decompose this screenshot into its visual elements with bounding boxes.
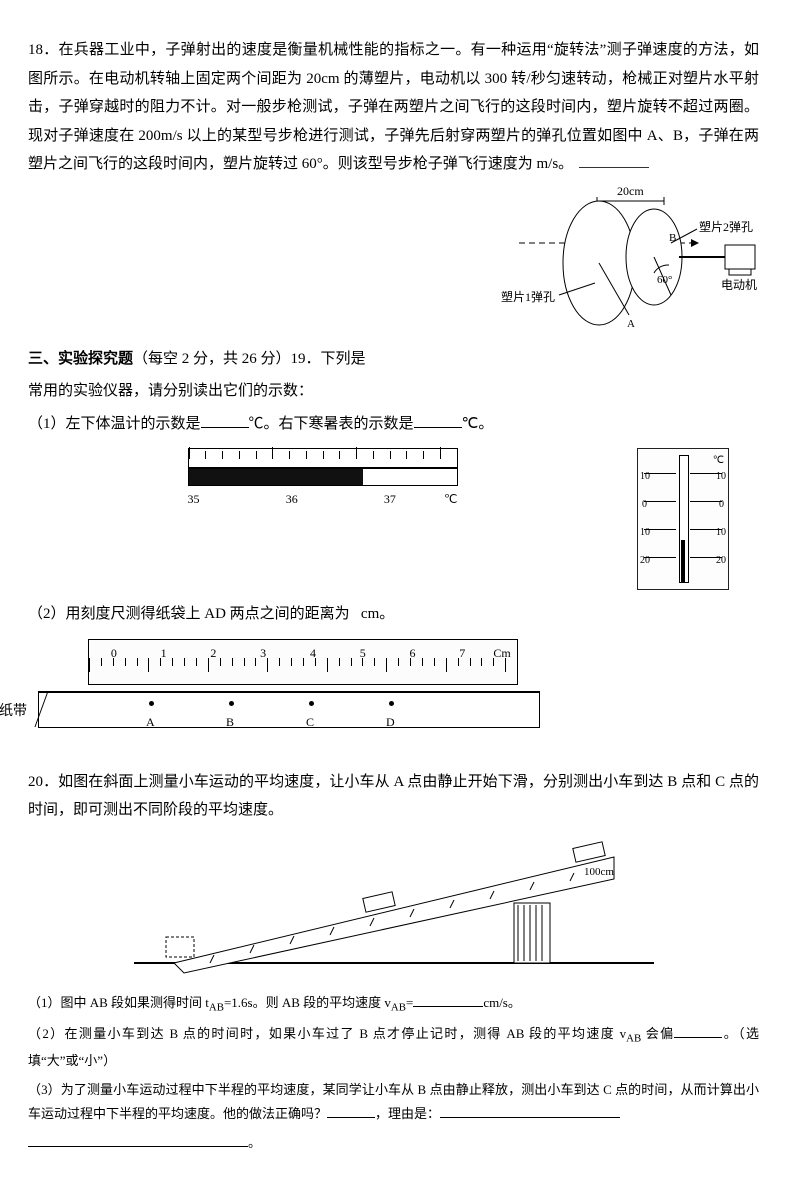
q18: 18．在兵器工业中，子弹射出的速度是衡量机械性能的指标之一。有一种运用“旋转法”… [28,36,759,179]
q20-2-blank [674,1024,722,1038]
q18-blank [579,154,649,169]
q20-3b: 。 [28,1131,759,1156]
q20-figure: 100cm [114,833,674,983]
q19-1b: ℃。右下寒暑表的示数是 [249,416,414,432]
ruler-0-7: 01234567Cm [88,639,518,685]
q19-1-blank1 [201,412,249,428]
q18-figure: 20cm 60° A B 塑片1弹孔 塑片2弹孔 电动机 [499,183,759,333]
q20-3-blank2 [440,1106,620,1119]
q20-3-blank1 [327,1104,375,1118]
q20-1-blank [413,993,483,1007]
clinical-thermometer: 353637℃ [188,448,458,511]
q20-2: （2）在测量小车到达 B 点的时间时，如果小车过了 B 点才停止记时，测得 AB… [28,1022,759,1074]
section3-header: 三、实验探究题（每空 2 分，共 26 分）19．下列是 [28,345,759,374]
q20-3-blank3 [28,1146,248,1147]
q20-text: 如图在斜面上测量小车运动的平均速度，让小车从 A 点由静止开始下滑，分别测出小车… [28,774,759,819]
q19-2a: （2）用刻度尺测得纸袋上 AD 两点之间的距离为 [28,606,350,622]
sect3-paren: （每空 2 分，共 26 分） [133,351,291,367]
fig-A: A [627,318,635,330]
svg-text:100cm: 100cm [584,866,614,878]
q19-part2: （2）用刻度尺测得纸袋上 AD 两点之间的距离为 cm。 [28,600,759,629]
fig-motor: 电动机 [721,278,757,292]
fig-angle: 60° [657,274,672,286]
fig-labL: 塑片1弹孔 [501,289,555,304]
q19-1c: ℃。 [462,416,494,432]
q19-lead: 19．下列是 [291,351,366,367]
q20-num: 20． [28,774,58,790]
q19-2b: cm。 [361,606,394,622]
paper-tape: 纸带 A B C D [38,691,540,728]
q19-figrow: 353637℃ ℃ 1010 00 1010 2020 [28,448,759,590]
sect3-title: 三、实验探究题 [28,351,133,367]
q19-1a: （1）左下体温计的示数是 [28,416,201,432]
q18-num: 18． [28,42,59,58]
fig-labR: 塑片2弹孔 [699,219,753,234]
q20-3: （3）为了测量小车运动过程中下半程的平均速度，某同学让小车从 B 点由静止释放，… [28,1078,759,1127]
q18-text: 在兵器工业中，子弹射出的速度是衡量机械性能的指标之一。有一种运用“旋转法”测子弹… [28,42,759,172]
weather-thermometer: ℃ 1010 00 1010 2020 [637,448,729,590]
q19-1-blank2 [414,412,462,428]
q19-line: 常用的实验仪器，请分别读出它们的示数： [28,377,759,406]
q20-1: （1）图中 AB 段如果测得时间 tAB=1.6s。则 AB 段的平均速度 vA… [28,991,759,1018]
q19-part1: （1）左下体温计的示数是 ℃。右下寒暑表的示数是 ℃。 [28,410,759,439]
q20: 20．如图在斜面上测量小车运动的平均速度，让小车从 A 点由静止开始下滑，分别测… [28,768,759,825]
fig-dim: 20cm [617,184,644,198]
